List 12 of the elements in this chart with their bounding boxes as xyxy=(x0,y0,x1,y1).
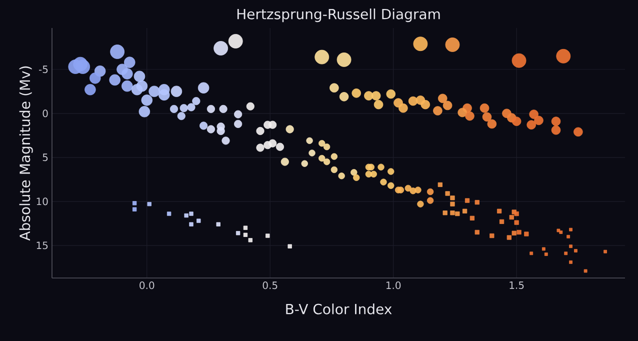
y-tick-label: 5 xyxy=(42,154,48,162)
y-tick-label: 0 xyxy=(42,110,48,118)
y-tick-label: -5 xyxy=(38,66,48,74)
x-tick-label: 0.5 xyxy=(262,282,278,290)
x-tick-label: 0.0 xyxy=(140,282,154,290)
y-tick-label: 15 xyxy=(36,242,48,250)
chart-title: Hertzsprung-Russell Diagram xyxy=(237,8,440,22)
x-axis-title: B-V Color Index xyxy=(286,304,392,314)
x-tick-label: 1.5 xyxy=(510,282,524,289)
y-tick-label: 10 xyxy=(36,198,48,206)
y-axis-title: Absolute Magnitude (Mv) xyxy=(19,66,33,241)
x-tick-label: 1.0 xyxy=(386,282,401,290)
